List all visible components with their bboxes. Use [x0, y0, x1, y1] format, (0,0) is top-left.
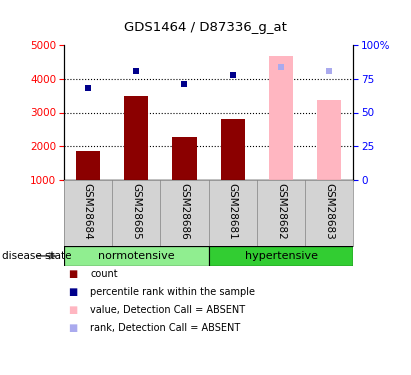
Text: rank, Detection Call = ABSENT: rank, Detection Call = ABSENT — [90, 323, 241, 333]
Text: GSM28683: GSM28683 — [324, 183, 334, 240]
Text: disease state: disease state — [2, 251, 72, 261]
Bar — [124, 96, 148, 180]
Bar — [209, 246, 353, 266]
Text: hypertensive: hypertensive — [245, 251, 318, 261]
Text: ■: ■ — [68, 287, 77, 297]
Text: GDS1464 / D87336_g_at: GDS1464 / D87336_g_at — [124, 21, 287, 34]
Text: ■: ■ — [68, 323, 77, 333]
Bar — [76, 151, 100, 180]
Text: ■: ■ — [68, 305, 77, 315]
Bar — [64, 246, 353, 266]
Text: normotensive: normotensive — [98, 251, 174, 261]
Text: count: count — [90, 269, 118, 279]
Bar — [221, 119, 245, 180]
Text: percentile rank within the sample: percentile rank within the sample — [90, 287, 255, 297]
Text: GSM28682: GSM28682 — [276, 183, 286, 240]
Text: value, Detection Call = ABSENT: value, Detection Call = ABSENT — [90, 305, 245, 315]
Bar — [172, 137, 196, 180]
Text: GSM28685: GSM28685 — [131, 183, 141, 240]
Bar — [64, 246, 209, 266]
Bar — [269, 56, 293, 180]
Bar — [317, 100, 342, 180]
Text: GSM28686: GSM28686 — [180, 183, 189, 240]
Text: GSM28684: GSM28684 — [83, 183, 93, 240]
Text: GSM28681: GSM28681 — [228, 183, 238, 240]
Text: ■: ■ — [68, 269, 77, 279]
